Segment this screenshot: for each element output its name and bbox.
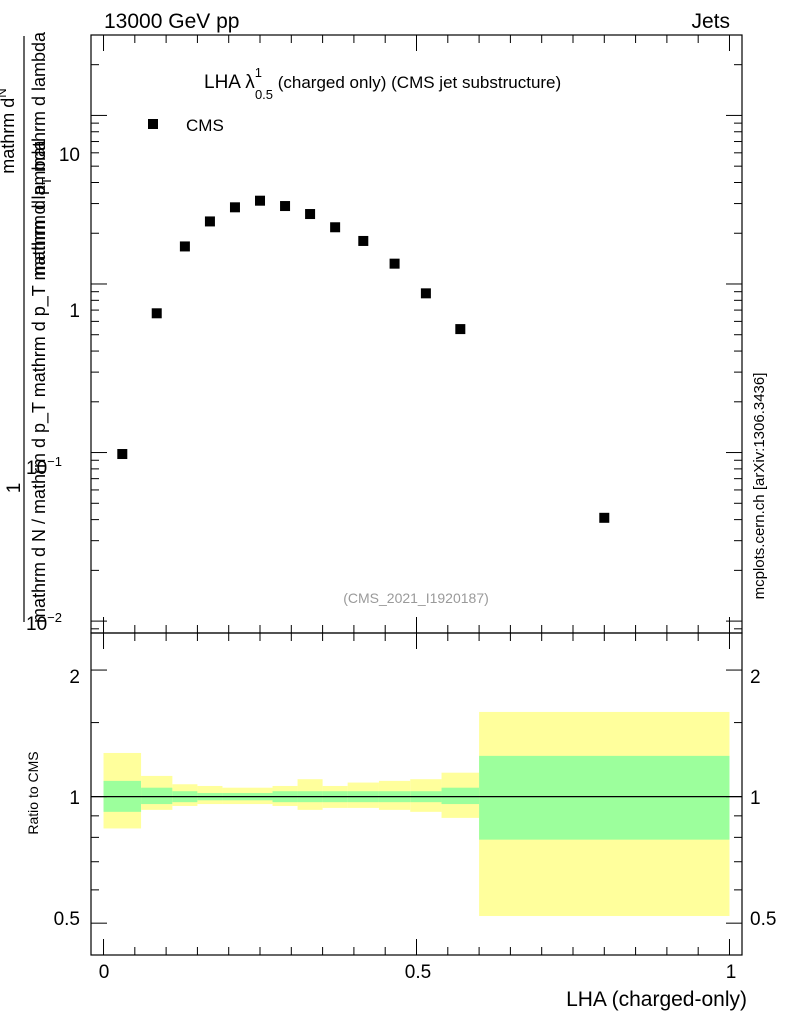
data-point-marker (179, 241, 190, 252)
legend-label: CMS (186, 116, 224, 135)
ratio-y-tick-right-0.5: 0.5 (750, 909, 776, 930)
title-superscript: 1 (255, 65, 262, 80)
ratio-y-tick-right-1: 1 (750, 788, 761, 809)
y-label-lower-b: T (39, 177, 54, 185)
title-prefix: LHA (204, 72, 245, 93)
y-label-numerator: 1 (4, 483, 25, 494)
ratio-inner-band (441, 787, 480, 805)
main-plot-title: LHA λ1 0.5 (charged only) (CMS jet substr… (204, 65, 561, 102)
data-point-marker (455, 324, 466, 335)
y-label-upper-term: mathrm dN (0, 88, 18, 173)
ratio-axis-ticks (91, 633, 742, 955)
x-tick-label-0: 0 (99, 962, 110, 983)
data-point-marker (117, 449, 128, 460)
y-label-lower-c: mathrm d lambda (29, 31, 49, 177)
y-label-lower-term: mathrm d pT mathrm d lambda (29, 31, 54, 276)
y-tick-0.1-exp: −1 (47, 454, 62, 469)
data-point-marker (255, 195, 266, 206)
ratio-y-tick-left-1: 1 (69, 788, 80, 809)
data-point-marker (420, 288, 431, 299)
y-label-upper-b: N (0, 88, 9, 97)
data-point-marker (280, 201, 291, 212)
ratio-bands (103, 711, 730, 917)
ratio-inner-band (479, 755, 730, 840)
ratio-y-tick-left-2: 2 (69, 667, 80, 688)
title-lambda: λ (245, 72, 255, 93)
data-point-marker (389, 258, 400, 269)
title-suffix: (charged only) (CMS jet substructure) (273, 73, 561, 92)
y-label-lower-a: mathrm d p (29, 185, 49, 276)
ratio-y-tick-right-2: 2 (750, 667, 761, 688)
data-point-marker (330, 222, 341, 233)
data-point-marker (599, 512, 610, 523)
data-point-marker (305, 209, 316, 220)
x-axis-label: LHA (charged-only) (566, 988, 747, 1011)
analysis-watermark: (CMS_2021_I1920187) (343, 590, 489, 606)
main-data-points (117, 195, 610, 523)
data-point-marker (151, 308, 162, 319)
y-tick-0.01-exp: −2 (47, 610, 62, 625)
y-tick-label-0.01: 10−2 (26, 610, 62, 635)
legend-marker (148, 119, 158, 129)
side-source-label: mcplots.cern.ch [arXiv:1306.3436] (751, 373, 768, 600)
header-energy-label: 13000 GeV pp (104, 10, 239, 33)
y-label-denominator: mathrm d N / mathrm d p_T mathrm d p_T m… (29, 140, 50, 623)
ratio-inner-band (141, 787, 173, 805)
y-tick-label-0.1: 10−1 (26, 454, 62, 479)
y-label-upper-a: mathrm d (0, 98, 18, 174)
y-tick-0.1-base: 10 (26, 458, 47, 479)
x-tick-label-0.5: 0.5 (405, 962, 431, 983)
x-tick-label-1: 1 (726, 962, 737, 983)
data-point-marker (358, 235, 369, 246)
header-process-label: Jets (691, 10, 730, 33)
main-y-axis-label: 1 mathrm d N / mathrm d p_T mathrm d p_T… (0, 31, 54, 623)
y-tick-label-1: 1 (69, 301, 80, 322)
data-point-marker (229, 202, 240, 213)
y-tick-label-10: 10 (59, 145, 80, 166)
data-point-marker (204, 216, 215, 227)
ratio-y-axis-label: Ratio to CMS (25, 751, 41, 834)
ratio-y-tick-left-0.5: 0.5 (54, 909, 80, 930)
y-tick-0.01-base: 10 (26, 614, 47, 635)
title-subscript: 0.5 (255, 87, 273, 102)
main-axis-ticks (91, 34, 742, 633)
